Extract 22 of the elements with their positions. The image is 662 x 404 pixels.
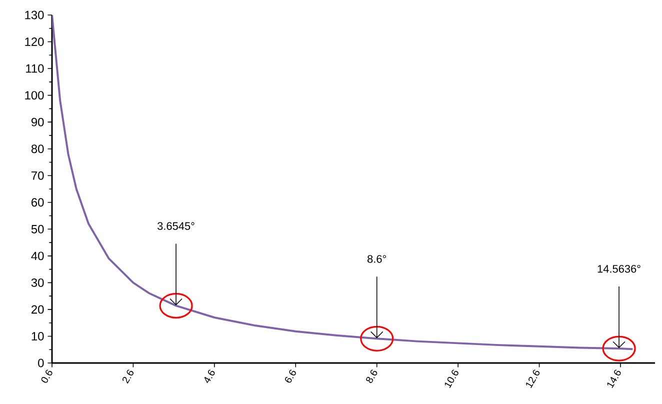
y-tick-label: 60 xyxy=(32,198,44,207)
x-tick-label: 8.6 xyxy=(366,370,378,383)
annotation: 14.5636° xyxy=(598,264,640,273)
y-tick-label: 50 xyxy=(31,224,44,234)
y-tick-label: 30 xyxy=(31,278,44,287)
annotation: 3.6545° xyxy=(158,222,194,230)
y-tick-label: 20 xyxy=(32,305,44,314)
y-tick-label: 70 xyxy=(32,171,44,180)
y-tick-label: 130 xyxy=(25,10,44,20)
y-tick-label: 90 xyxy=(31,118,44,126)
y-tick-label: 100 xyxy=(25,91,44,100)
x-tick-label: 4.6 xyxy=(204,370,215,384)
x-tick-label: 6.6 xyxy=(285,370,296,383)
y-tick-label: 40 xyxy=(31,252,44,260)
annotation: 8.6° xyxy=(368,255,386,263)
x-tick-label: 2.6 xyxy=(122,370,134,384)
y-tick-label: 120 xyxy=(25,38,44,46)
y-tick-label: 110 xyxy=(26,64,44,73)
y-tick-label: 10 xyxy=(32,332,44,340)
y-tick-label: 80 xyxy=(31,144,44,154)
x-tick-label: 0.6 xyxy=(41,370,52,383)
y-tick-label: 0 xyxy=(38,358,44,368)
